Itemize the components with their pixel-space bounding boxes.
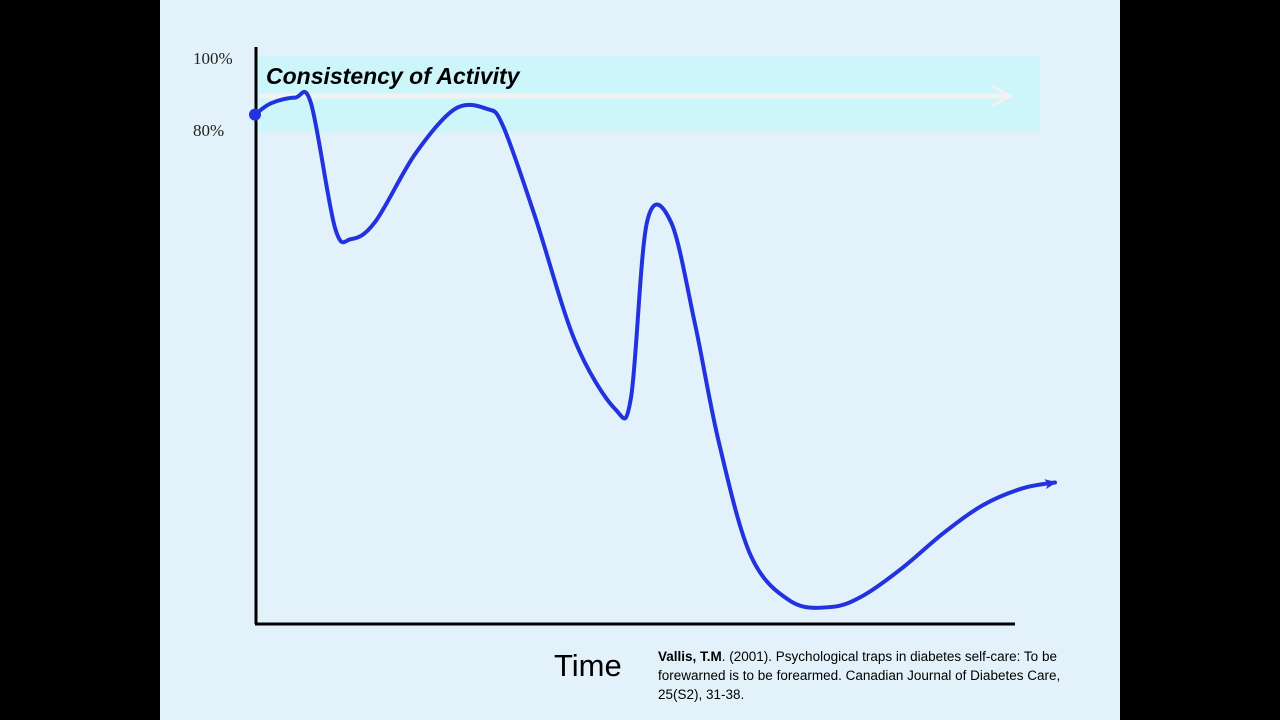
series-group [249,89,1057,610]
chart [249,47,1057,626]
y-tick-label-100: 100% [193,49,233,68]
x-axis-label: Time [554,648,622,683]
series-start-point [249,108,261,121]
chart-title: Consistency of Activity [266,63,520,89]
citation: Vallis, T.M. (2001). Psychological traps… [658,647,1098,704]
y-tick-label-80: 80% [193,121,225,140]
citation-author: Vallis, T.M [658,649,722,664]
citation-text: . (2001). Psychological traps in diabete… [658,649,1061,702]
series-line-0 [253,89,1057,610]
slide: 100% 80% Consistency of Activity Time Va… [160,0,1120,720]
